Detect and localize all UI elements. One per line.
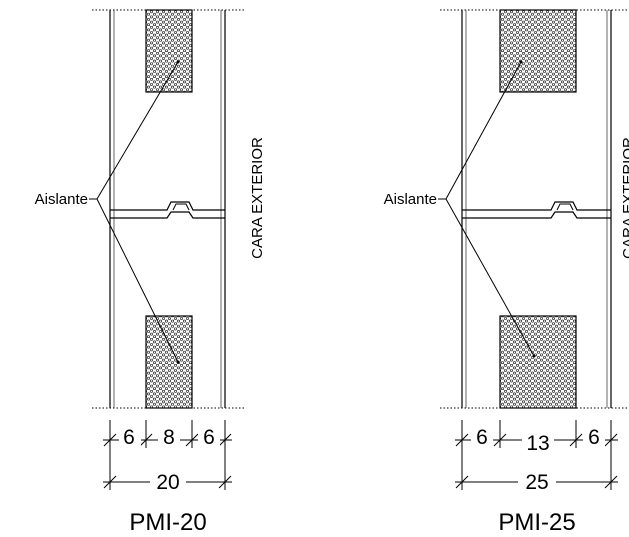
insulation-block-bottom [499,315,577,409]
dimension-total: 25 [525,471,548,494]
insulation-block-top [499,9,577,93]
section-pmi-20: Aislante CARA EXTERIOR 6 8 6 20 PMI-20 [35,9,266,536]
joint-tongue [556,203,574,211]
exterior-face-label: CARA EXTERIOR [620,137,629,259]
leader-to-top-insulation [96,60,180,200]
leader-to-bottom-insulation [96,198,180,364]
joint-tongue [172,203,190,211]
exterior-face-label: CARA EXTERIOR [249,137,266,259]
section-title: PMI-20 [129,509,206,536]
dimension-right: 6 [588,426,600,449]
leader-to-top-insulation [445,60,523,200]
joint-line-lower [110,211,225,219]
insulation-block-top [145,9,193,93]
insulation-block-bottom [145,315,193,409]
dimension-left: 6 [476,426,488,449]
dimension-middle: 13 [526,432,549,455]
leader-to-bottom-insulation [445,198,536,358]
joint-line-upper [462,201,611,211]
dimension-extension-lines [461,420,612,490]
section-title: PMI-25 [498,509,575,536]
dimension-left: 6 [123,426,135,449]
section-pmi-25: Aislante CARA EXTERIOR 6 13 6 25 PMI-25 [384,9,629,536]
insulation-label: Aislante [384,191,437,208]
insulation-label: Aislante [35,191,88,208]
dimension-total: 20 [156,471,179,494]
joint-line-lower [462,211,611,219]
joint-line-upper [110,201,225,211]
dimension-right: 6 [203,426,215,449]
dimension-extension-lines [109,420,226,490]
dimension-middle: 8 [163,426,175,449]
